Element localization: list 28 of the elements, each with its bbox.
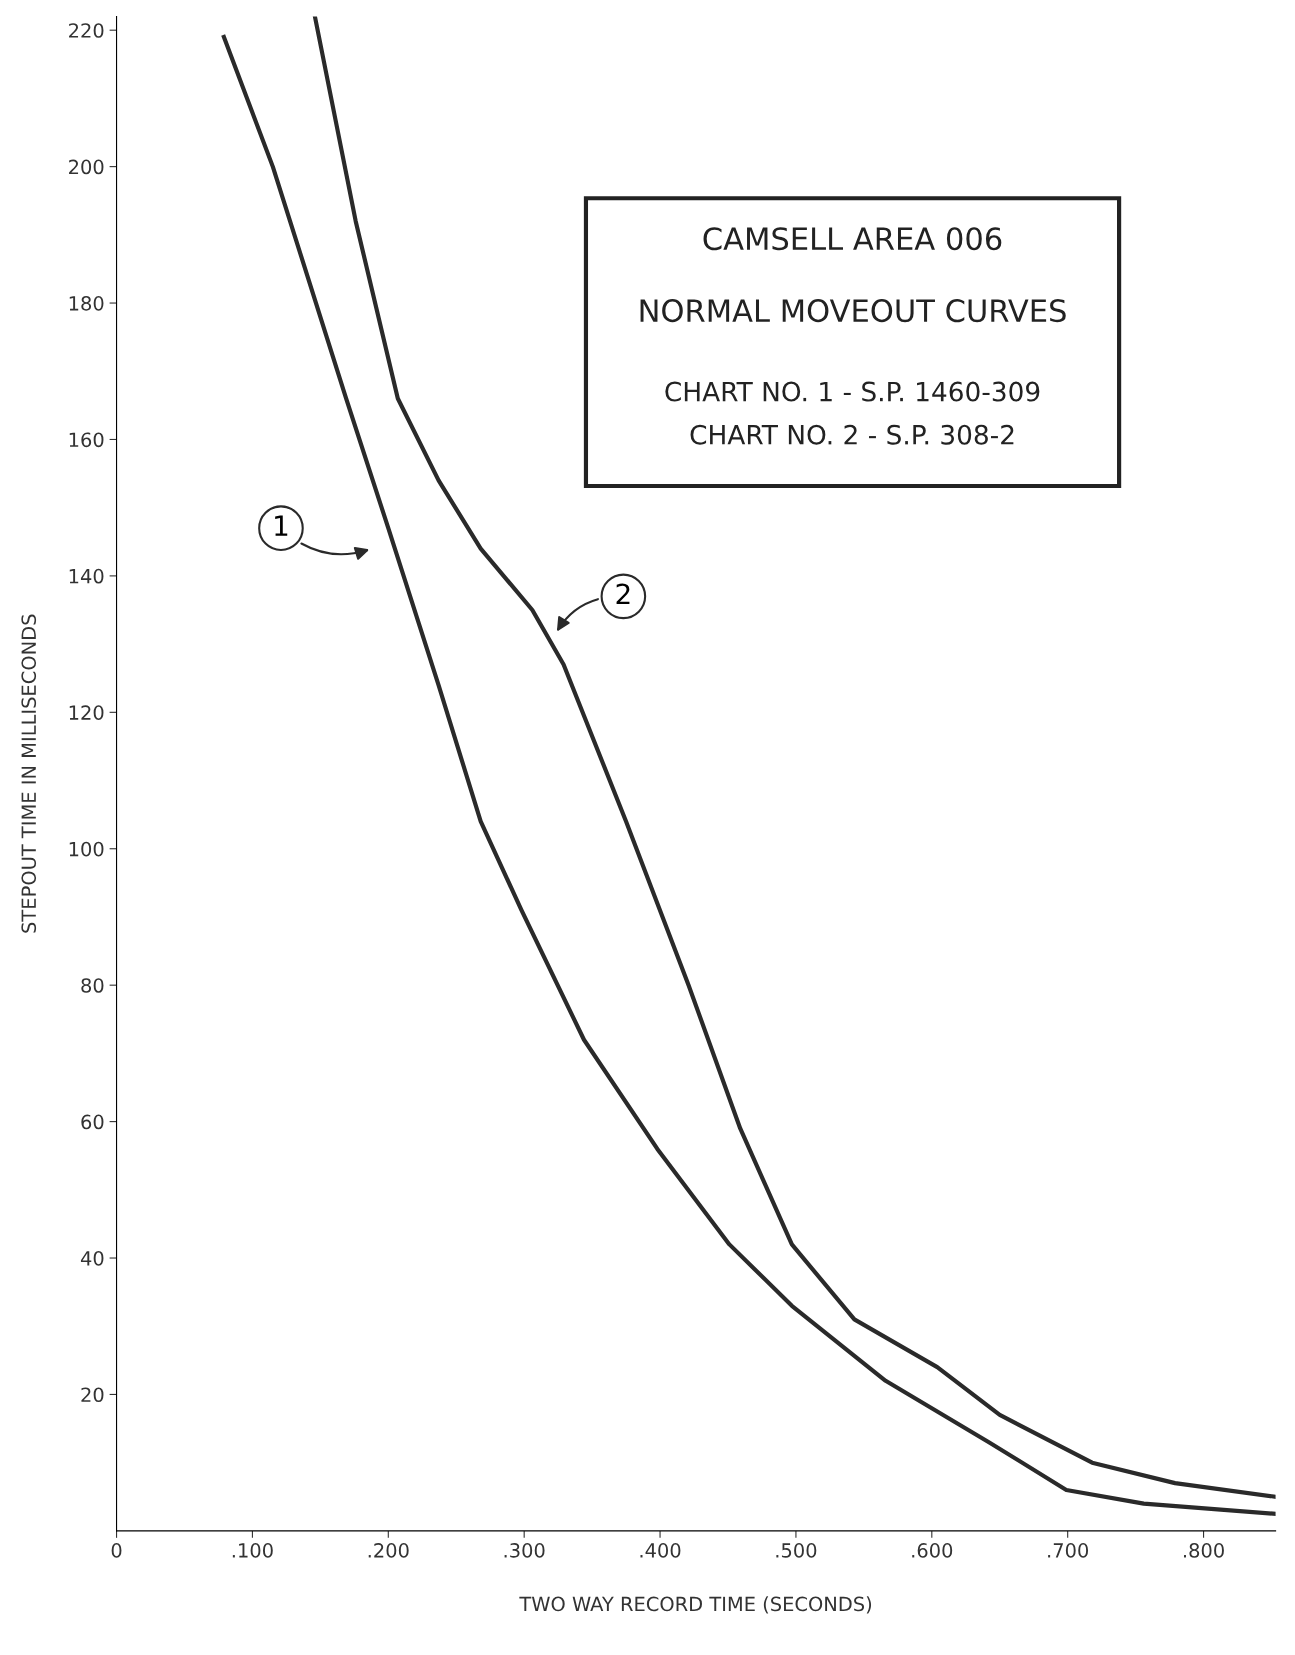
y-tick-label: 80 [81,978,104,993]
text: CAMSELL AREA 006 [703,227,1002,251]
x-tick-label: .500 [776,1543,817,1558]
x-tick-label: .300 [504,1543,545,1558]
text: 2 [616,583,630,605]
x-tick-label: .100 [232,1543,273,1558]
x-tick-label: .600 [912,1543,953,1558]
x-tick-label: .200 [368,1543,409,1558]
y-tick-label: 100 [69,841,104,857]
x-tick-label: 0 [111,1543,122,1558]
y-tick-label: 180 [69,296,104,311]
x-axis-title: TWO WAY RECORD TIME (SECONDS) [519,1596,872,1614]
text: 1 [275,515,288,536]
y-axis-title: STEPOUT TIME IN MILLISECONDS [21,614,37,933]
y-tick-label: 120 [69,705,104,720]
y-tick-label: 220 [69,23,104,38]
x-tick-label: .700 [1048,1543,1089,1558]
x-tick-label: .400 [640,1543,681,1558]
annotation: CHART NO. 1 - S.P. 1460-309 [665,381,1040,402]
annotation: CHART NO. 2 - S.P. 308-2 [690,424,1014,445]
text: NORMAL MOVEOUT CURVES [640,299,1066,323]
y-tick-label: 160 [69,432,104,448]
x-tick-label: .800 [1183,1543,1224,1558]
y-tick-label: 40 [80,1250,104,1266]
y-tick-label: 20 [81,1387,104,1403]
y-tick-label: 60 [81,1114,104,1130]
y-tick-label: 200 [69,159,104,175]
y-tick-label: 140 [69,568,104,584]
